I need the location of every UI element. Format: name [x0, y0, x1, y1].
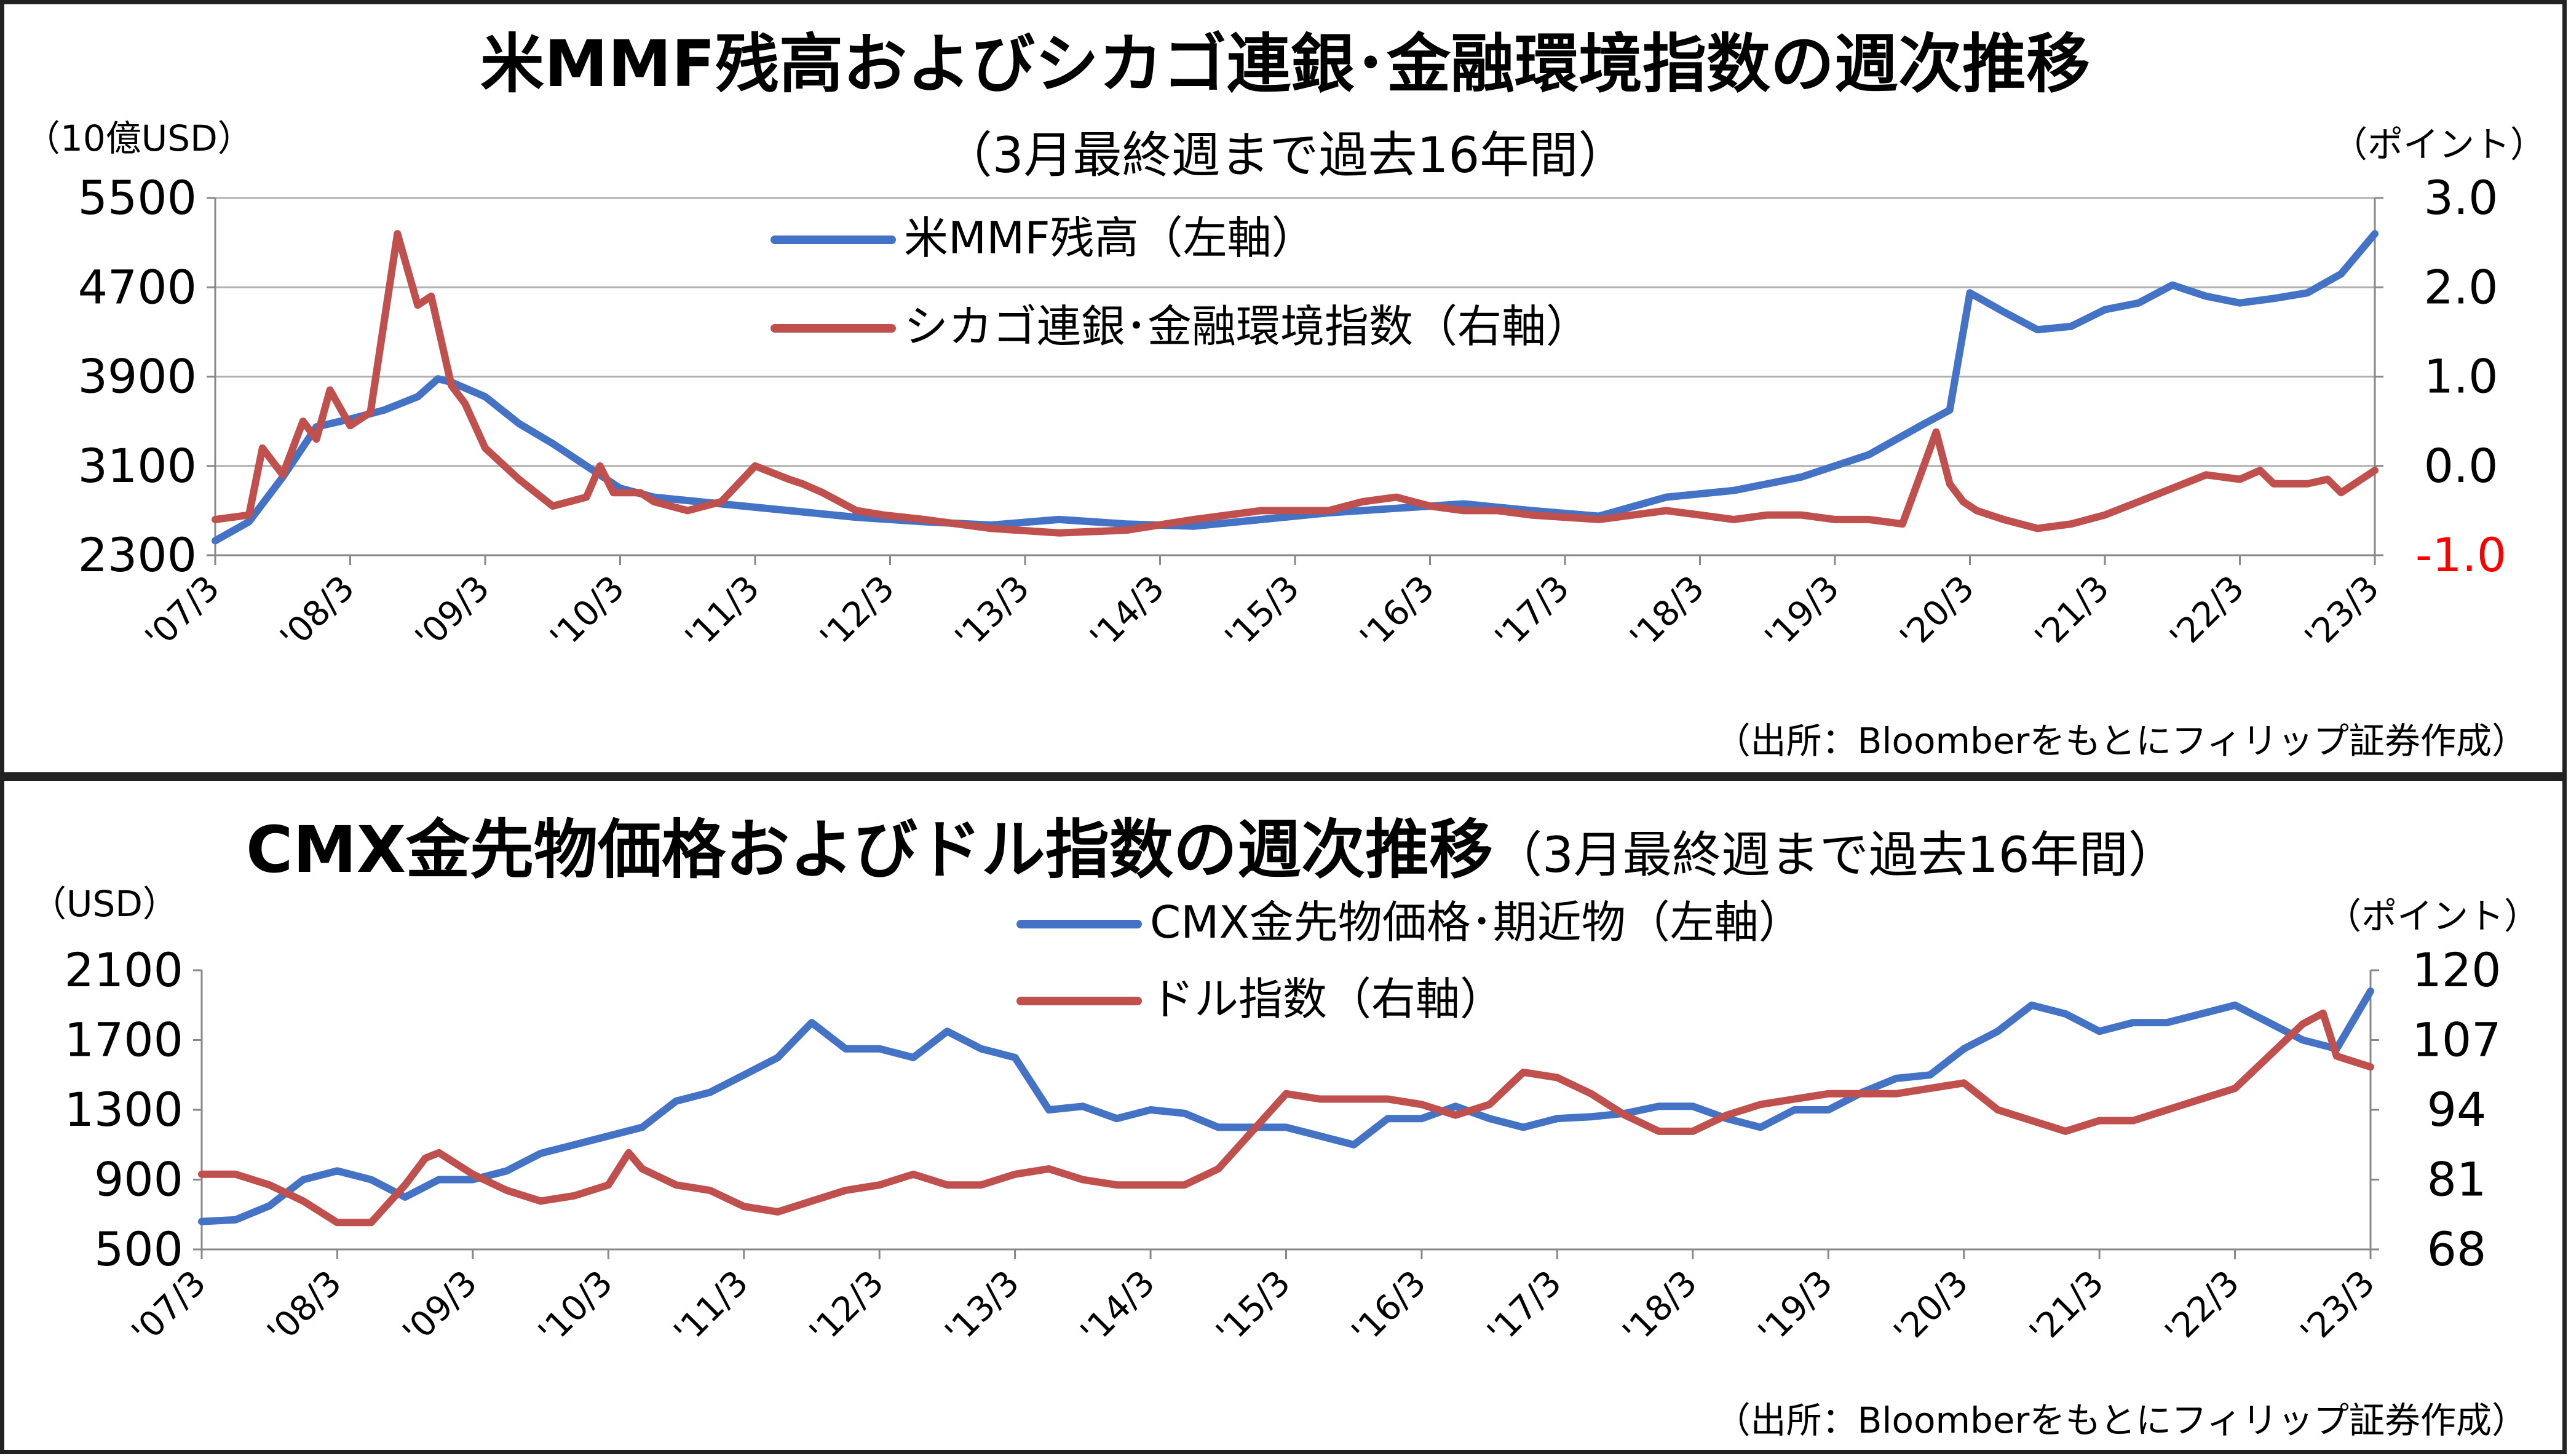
- right-tick-label: 2.0: [2424, 259, 2498, 314]
- series-line-2: [198, 1009, 2374, 1227]
- x-tick-label: '21/3: [2022, 1263, 2112, 1353]
- chart1-plot: 550047003900310023003.02.01.00.0-1.0'07/…: [78, 170, 2507, 658]
- left-tick-label: 900: [94, 1152, 183, 1207]
- legend-label-1: 米MMF残高（左軸）: [904, 212, 1316, 264]
- right-tick-label: 1.0: [2424, 349, 2498, 404]
- legend-label-1: CMX金先物価格･期近物（左軸）: [1150, 896, 1803, 948]
- x-tick-label: '14/3: [1083, 568, 1173, 658]
- x-tick-label: '13/3: [948, 568, 1037, 658]
- x-tick-label: '18/3: [1623, 568, 1713, 658]
- right-tick-label: 68: [2427, 1222, 2487, 1276]
- x-tick-label: '18/3: [1615, 1263, 1705, 1353]
- x-tick-label: '17/3: [1480, 1263, 1570, 1353]
- right-tick-label: 0.0: [2424, 438, 2498, 493]
- x-tick-label: '11/3: [678, 568, 767, 658]
- left-tick-label: 1700: [65, 1013, 183, 1067]
- x-tick-label: '22/3: [2163, 568, 2252, 658]
- x-tick-label: '10/3: [531, 1263, 620, 1353]
- legend-label-2: シカゴ連銀･金融環境指数（右軸）: [904, 301, 1590, 352]
- chart1-subtitle: （3月最終週まで過去16年間）: [943, 127, 1628, 184]
- x-tick-label: '19/3: [1757, 568, 1847, 658]
- right-tick-label: -1.0: [2415, 528, 2506, 582]
- series-line-2: [212, 230, 2379, 537]
- chart2-source: （出所：Bloomberをもとにフィリップ証券作成）: [1715, 1399, 2527, 1441]
- left-tick-label: 2300: [78, 528, 197, 582]
- x-tick-label: '09/3: [395, 1263, 485, 1353]
- x-tick-label: '17/3: [1488, 568, 1577, 658]
- series-line-1: [198, 987, 2374, 1225]
- x-tick-label: '23/3: [2297, 568, 2387, 658]
- chart1-right-unit: （ポイント）: [2332, 124, 2546, 165]
- x-tick-label: '09/3: [408, 568, 497, 658]
- chart2-title-main: CMX金先物価格およびドル指数の週次推移: [246, 812, 1493, 887]
- left-tick-label: 3900: [78, 349, 197, 404]
- x-tick-label: '08/3: [260, 1263, 350, 1353]
- chart2-right-unit: （ポイント）: [2326, 895, 2540, 937]
- right-tick-label: 81: [2427, 1152, 2487, 1207]
- left-tick-label: 1300: [65, 1082, 183, 1137]
- right-tick-label: 94: [2427, 1082, 2487, 1137]
- x-tick-label: '23/3: [2293, 1263, 2383, 1353]
- x-tick-label: '12/3: [813, 568, 903, 658]
- left-tick-label: 3100: [78, 438, 197, 493]
- left-tick-label: 500: [94, 1222, 183, 1276]
- x-tick-label: '22/3: [2158, 1263, 2248, 1353]
- left-tick-label: 5500: [78, 170, 197, 225]
- chart2-subtitle: （3月最終週まで過去16年間）: [1493, 826, 2177, 884]
- left-tick-label: 2100: [65, 943, 183, 997]
- x-tick-label: '20/3: [1893, 568, 1983, 658]
- x-tick-label: '20/3: [1887, 1263, 1976, 1353]
- x-tick-label: '14/3: [1073, 1263, 1163, 1353]
- x-tick-label: '13/3: [938, 1263, 1028, 1353]
- chart2-title: CMX金先物価格およびドル指数の週次推移（3月最終週まで過去16年間）: [246, 812, 2177, 887]
- x-tick-label: '08/3: [273, 568, 363, 658]
- x-tick-label: '10/3: [543, 568, 633, 658]
- x-tick-label: '19/3: [1751, 1263, 1840, 1353]
- x-tick-label: '15/3: [1218, 568, 1307, 658]
- right-tick-label: 3.0: [2424, 170, 2498, 225]
- chart2-left-unit: （USD）: [31, 883, 178, 925]
- chart1-left-unit: （10億USD）: [25, 117, 253, 159]
- x-tick-label: '16/3: [1353, 568, 1443, 658]
- chart1-title: 米MMF残高およびシカゴ連銀･金融環境指数の週次推移: [480, 26, 2090, 101]
- chart2-plot: 210017001300900500120107948168'07/3'08/3…: [65, 896, 2502, 1353]
- legend-label-2: ドル指数（右軸）: [1150, 973, 1504, 1025]
- left-tick-label: 4700: [78, 259, 197, 314]
- right-tick-label: 107: [2412, 1013, 2501, 1067]
- chart1-source: （出所：Bloomberをもとにフィリップ証券作成）: [1715, 720, 2527, 762]
- x-tick-label: '12/3: [802, 1263, 892, 1353]
- x-tick-label: '16/3: [1344, 1263, 1434, 1353]
- x-tick-label: '21/3: [2027, 568, 2117, 658]
- x-tick-label: '11/3: [667, 1263, 756, 1353]
- x-tick-label: '15/3: [1209, 1263, 1299, 1353]
- right-tick-label: 120: [2412, 943, 2501, 997]
